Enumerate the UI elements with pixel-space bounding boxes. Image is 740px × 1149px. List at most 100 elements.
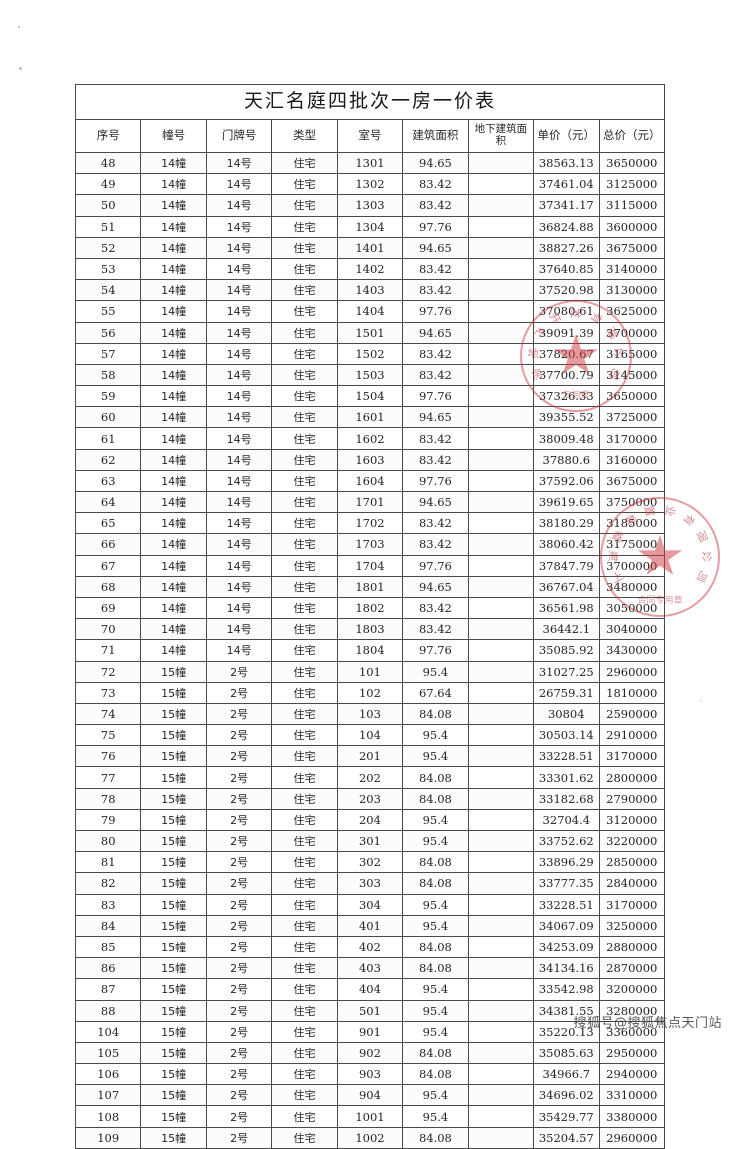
cell-area: 97.76	[402, 385, 469, 408]
cell-basement-area	[467, 596, 535, 620]
cell-door: 2号	[205, 1084, 273, 1107]
cell-seq: 74	[74, 702, 142, 726]
cell-room: 1801	[336, 575, 404, 598]
cell-area: 83.42	[402, 618, 469, 641]
cell-total-price: 3145000	[598, 363, 665, 387]
cell-seq: 64	[74, 490, 142, 514]
cell-total-price: 2590000	[598, 702, 665, 726]
cell-type: 住宅	[271, 724, 338, 747]
cell-type: 住宅	[271, 766, 338, 789]
cell-type: 住宅	[271, 363, 338, 387]
cell-building: 14幢	[140, 512, 207, 535]
cell-room: 303	[336, 872, 404, 895]
table-row: 59 14幢 14号 住宅 1504 97.76 37326.33 3650000	[74, 385, 665, 408]
cell-seq: 105	[74, 1041, 142, 1065]
cell-type: 住宅	[271, 681, 338, 704]
cell-door: 14号	[205, 151, 273, 175]
cell-unit-price: 34966.7	[533, 1063, 600, 1086]
cell-area: 84.08	[402, 787, 469, 810]
cell-seq: 59	[74, 385, 142, 408]
table-row: 63 14幢 14号 住宅 1604 97.76 37592.06 3675000	[74, 469, 665, 493]
table-row: 85 15幢 2号 住宅 402 84.08 34253.09 2880000	[74, 935, 665, 959]
cell-door: 14号	[205, 321, 273, 344]
cell-door: 14号	[205, 554, 273, 577]
cell-building: 15幢	[140, 1063, 207, 1086]
cell-building: 14幢	[140, 236, 207, 259]
cell-room: 1304	[336, 215, 404, 238]
cell-unit-price: 36824.88	[533, 215, 600, 238]
cell-unit-price: 36767.04	[533, 575, 600, 598]
cell-unit-price: 31027.25	[533, 660, 600, 683]
cell-room: 302	[336, 851, 404, 874]
cell-area: 83.42	[402, 342, 469, 365]
cell-room: 102	[336, 681, 404, 704]
cell-area: 83.42	[402, 533, 469, 556]
cell-seq: 75	[74, 724, 142, 747]
cell-door: 2号	[205, 978, 273, 1001]
cell-area: 83.42	[402, 596, 469, 620]
cell-building: 15幢	[140, 1020, 207, 1043]
cell-total-price: 3625000	[598, 300, 665, 323]
cell-basement-area	[467, 893, 535, 916]
cell-building: 15幢	[140, 1105, 207, 1128]
cell-building: 15幢	[140, 766, 207, 789]
cell-door: 2号	[205, 1105, 273, 1128]
cell-area: 95.4	[402, 1105, 469, 1128]
cell-seq: 104	[74, 1020, 142, 1043]
cell-area: 95.4	[402, 829, 469, 853]
cell-basement-area	[467, 957, 535, 980]
cell-unit-price: 37700.79	[533, 363, 600, 387]
table-header-row: 序号 幢号 门牌号 类型 室号 建筑面积 地下建筑面积 单价（元） 总价（元）	[74, 119, 665, 153]
cell-room: 902	[336, 1041, 404, 1065]
cell-area: 95.4	[402, 978, 469, 1001]
table-row: 57 14幢 14号 住宅 1502 83.42 37820.67 3165000	[74, 342, 665, 365]
cell-unit-price: 33896.29	[533, 851, 600, 874]
cell-total-price: 3220000	[598, 829, 665, 853]
cell-building: 15幢	[140, 1084, 207, 1107]
cell-seq: 106	[74, 1063, 142, 1086]
cell-total-price: 3360000	[598, 1020, 665, 1043]
cell-building: 15幢	[140, 893, 207, 916]
cell-area: 95.4	[402, 893, 469, 916]
cell-room: 1302	[336, 173, 404, 196]
cell-basement-area	[467, 1084, 535, 1107]
cell-total-price: 2790000	[598, 787, 665, 810]
cell-door: 2号	[205, 808, 273, 832]
cell-area: 83.42	[402, 279, 469, 302]
cell-basement-area	[467, 702, 535, 726]
cell-seq: 86	[74, 957, 142, 980]
table-row: 83 15幢 2号 住宅 304 95.4 33228.51 3170000	[74, 893, 665, 916]
cell-unit-price: 34253.09	[533, 935, 600, 959]
cell-total-price: 3430000	[598, 639, 665, 662]
cell-seq: 53	[74, 257, 142, 281]
cell-room: 1403	[336, 279, 404, 302]
cell-building: 14幢	[140, 363, 207, 387]
cell-type: 住宅	[271, 618, 338, 641]
table-row: 64 14幢 14号 住宅 1701 94.65 39619.65 3750000	[74, 490, 665, 514]
cell-seq: 84	[74, 914, 142, 937]
cell-unit-price: 37326.33	[533, 385, 600, 408]
table-row: 79 15幢 2号 住宅 204 95.4 32704.4 3120000	[74, 808, 665, 832]
cell-room: 1402	[336, 257, 404, 281]
cell-area: 95.4	[402, 660, 469, 683]
cell-door: 14号	[205, 342, 273, 365]
cell-area: 83.42	[402, 512, 469, 535]
cell-total-price: 2800000	[598, 766, 665, 789]
cell-total-price: 1810000	[598, 681, 665, 704]
table-row: 88 15幢 2号 住宅 501 95.4 34381.55 3280000	[74, 999, 665, 1022]
cell-building: 15幢	[140, 660, 207, 683]
cell-type: 住宅	[271, 512, 338, 535]
cell-area: 84.08	[402, 935, 469, 959]
cell-area: 95.4	[402, 724, 469, 747]
cell-unit-price: 37880.6	[533, 448, 600, 471]
cell-door: 2号	[205, 787, 273, 810]
cell-total-price: 2960000	[598, 1126, 665, 1149]
cell-total-price: 3675000	[598, 236, 665, 259]
table-row: 70 14幢 14号 住宅 1803 83.42 36442.1 3040000	[74, 618, 665, 641]
table-row: 73 15幢 2号 住宅 102 67.64 26759.31 1810000	[74, 681, 665, 704]
cell-unit-price: 33752.62	[533, 829, 600, 853]
cell-total-price: 3050000	[598, 596, 665, 620]
cell-total-price: 3170000	[598, 745, 665, 768]
cell-basement-area	[467, 554, 535, 577]
cell-total-price: 3040000	[598, 618, 665, 641]
